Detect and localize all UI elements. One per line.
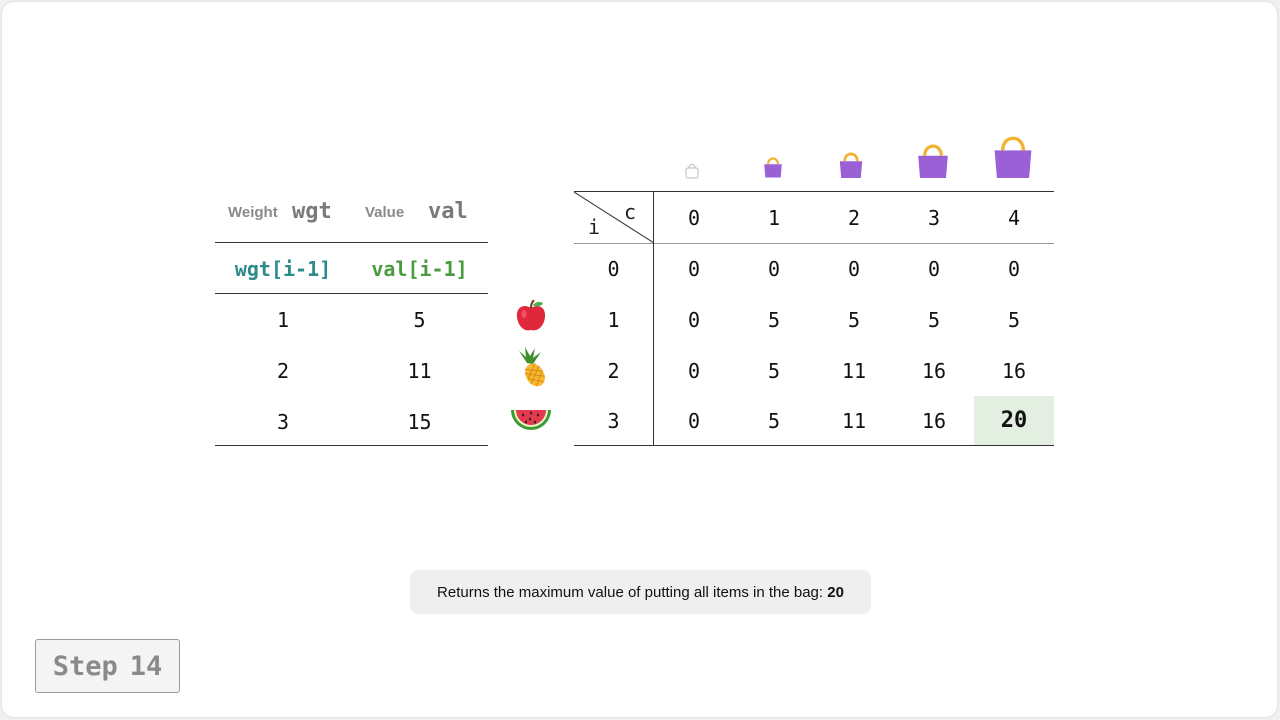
row-index: 1 bbox=[607, 308, 620, 332]
weight-var: wgt bbox=[292, 199, 332, 224]
dp-cell: 0 bbox=[927, 257, 941, 281]
dp-cell: 16 bbox=[921, 408, 947, 433]
step-button[interactable]: Step 14 bbox=[35, 639, 180, 693]
dp-cell: 11 bbox=[841, 408, 867, 433]
expr-divider bbox=[215, 293, 488, 294]
weight-cell: 3 bbox=[276, 410, 290, 434]
value-cell: 11 bbox=[407, 359, 432, 383]
row-axis-label: i bbox=[588, 215, 601, 239]
step-word: Step bbox=[52, 650, 118, 682]
capacity-header: 1 bbox=[767, 206, 781, 230]
bag-icon-3 bbox=[918, 144, 948, 178]
dp-column-divider bbox=[653, 192, 654, 446]
table-bottom-line bbox=[215, 445, 488, 446]
value-label: Value bbox=[365, 204, 405, 221]
dp-cell: 0 bbox=[687, 359, 701, 383]
header-divider bbox=[215, 242, 488, 243]
value-cell: 5 bbox=[413, 308, 426, 332]
dp-result-cell: 20 bbox=[974, 396, 1054, 445]
result-value: 20 bbox=[827, 583, 844, 601]
weight-cell: 1 bbox=[276, 308, 290, 332]
dp-cell: 16 bbox=[921, 359, 947, 383]
dp-cell: 5 bbox=[1007, 308, 1021, 332]
col-axis-label: c bbox=[624, 200, 637, 224]
dp-cell: 5 bbox=[847, 308, 861, 332]
dp-cell: 16 bbox=[1001, 359, 1027, 383]
watermelon-icon bbox=[511, 410, 551, 430]
header-diagonal bbox=[574, 192, 654, 243]
dp-cell: 5 bbox=[927, 308, 941, 332]
dp-cell: 0 bbox=[767, 257, 781, 281]
dp-cell: 5 bbox=[767, 408, 781, 433]
dp-cell: 0 bbox=[687, 308, 701, 332]
dp-cell: 5 bbox=[767, 359, 781, 383]
dp-cell: 0 bbox=[687, 257, 701, 281]
row-index: 3 bbox=[607, 408, 620, 433]
capacity-header: 0 bbox=[687, 206, 701, 230]
result-message: Returns the maximum value of putting all… bbox=[410, 570, 871, 614]
capacity-header: 4 bbox=[1007, 206, 1021, 230]
value-var: val bbox=[428, 199, 468, 224]
row-index: 2 bbox=[607, 359, 620, 383]
pineapple-icon bbox=[519, 347, 545, 387]
wgt-expression: wgt[i-1] bbox=[234, 257, 332, 281]
val-expression: val[i-1] bbox=[371, 257, 468, 281]
weight-label: Weight bbox=[228, 204, 278, 221]
bag-icon-4 bbox=[994, 136, 1032, 178]
dp-cell: 0 bbox=[687, 408, 701, 433]
apple-icon bbox=[516, 300, 546, 331]
dp-header-divider bbox=[574, 243, 1054, 244]
step-number: 14 bbox=[129, 650, 163, 682]
empty-bag-icon bbox=[685, 163, 699, 179]
bag-icon-2 bbox=[839, 152, 863, 178]
value-cell: 15 bbox=[407, 410, 432, 434]
capacity-header: 2 bbox=[847, 206, 861, 230]
result-message-text: Returns the maximum value of putting all… bbox=[437, 583, 828, 601]
weight-cell: 2 bbox=[276, 359, 290, 383]
bag-icon-1 bbox=[764, 157, 782, 178]
capacity-header: 3 bbox=[927, 206, 941, 230]
dp-cell: 5 bbox=[767, 308, 781, 332]
dp-cell: 11 bbox=[841, 359, 867, 383]
dp-top-line bbox=[574, 191, 1054, 192]
dp-cell: 0 bbox=[847, 257, 861, 281]
dp-cell: 0 bbox=[1007, 257, 1021, 281]
dp-bottom-line bbox=[574, 445, 1054, 446]
row-index: 0 bbox=[607, 257, 620, 281]
